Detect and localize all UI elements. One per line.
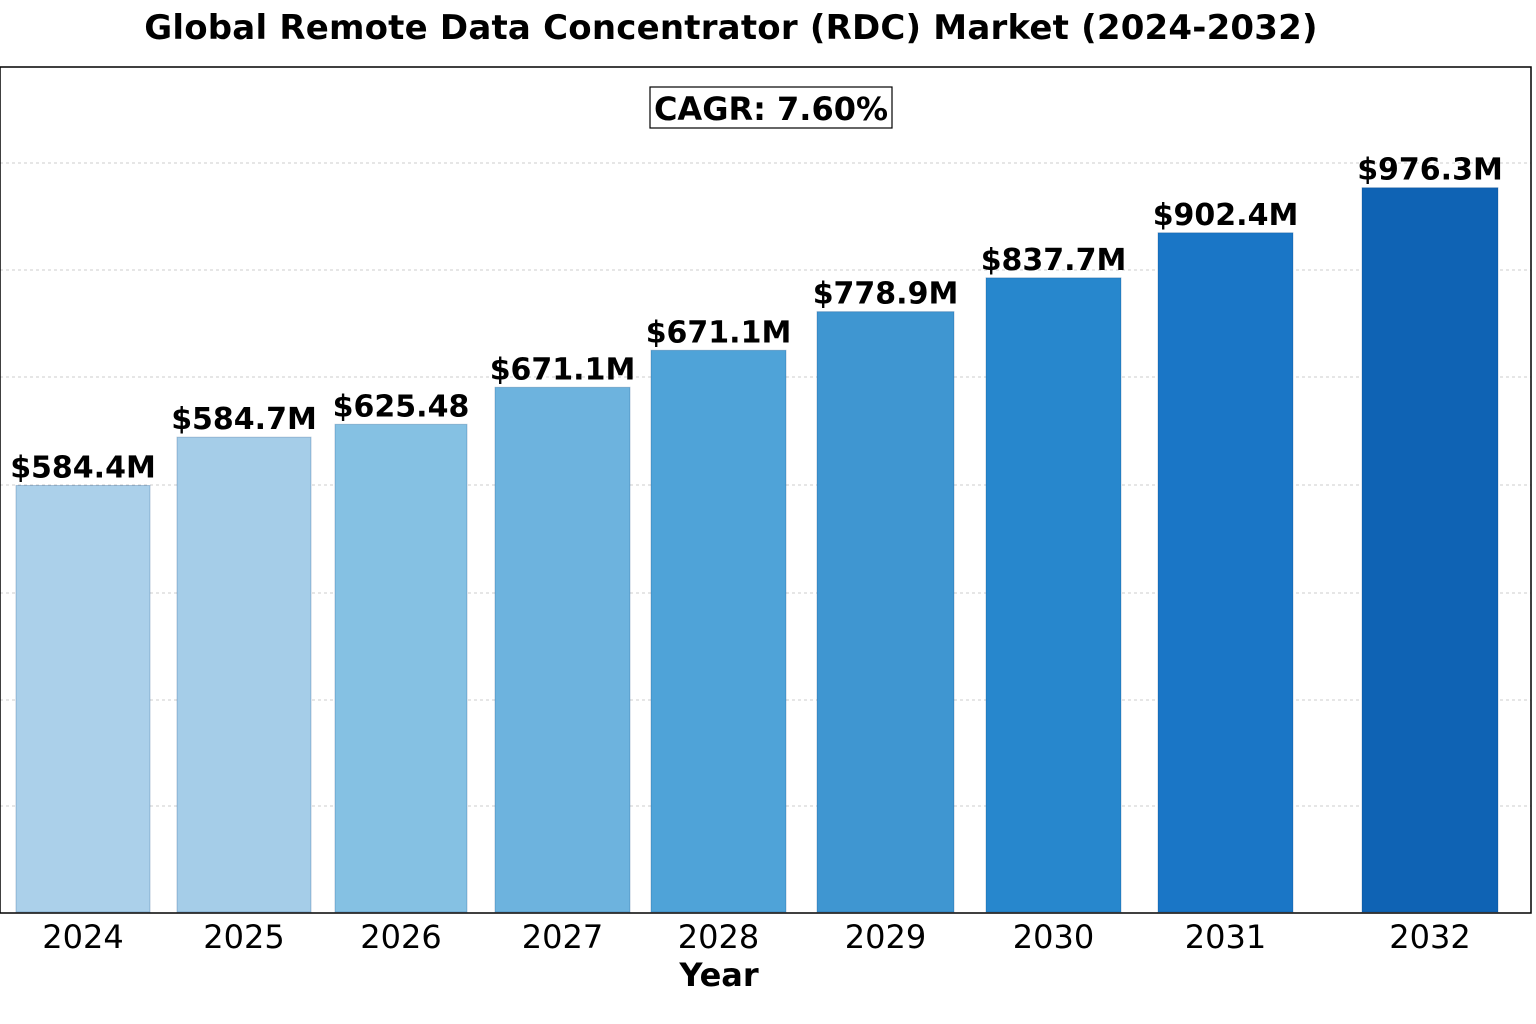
bars <box>15 187 1499 913</box>
x-tick-2032: 2032 <box>1389 918 1470 956</box>
data-label-2026: $625.48 <box>333 389 470 424</box>
data-label-2029: $778.9M <box>813 277 959 312</box>
x-tick-labels: 2024 2025 2026 2027 2028 2029 2030 2031 2032 <box>42 918 1470 956</box>
cagr-label: CAGR: 7.60% <box>654 90 888 128</box>
bar-2029 <box>816 311 955 913</box>
cagr-annotation: CAGR: 7.60% <box>649 86 893 129</box>
x-tick-2025: 2025 <box>203 918 284 956</box>
cagr-box <box>649 86 893 129</box>
bar-2031 <box>1157 232 1294 913</box>
x-tick-2029: 2029 <box>845 918 926 956</box>
data-label-2028: $671.1M <box>646 315 792 350</box>
bar-2025 <box>176 436 312 913</box>
data-labels: $584.4M $584.7M $625.48 $671.1M $671.1M $778.… <box>10 153 1503 486</box>
plot-frame <box>0 66 1532 914</box>
bar-2027 <box>494 386 631 913</box>
x-tick-2031: 2031 <box>1185 918 1266 956</box>
x-tick-2027: 2027 <box>522 918 603 956</box>
data-label-2024: $584.4M <box>10 450 156 485</box>
bar-2024 <box>15 484 151 913</box>
x-tick-2024: 2024 <box>42 918 123 956</box>
bar-2026 <box>334 423 468 913</box>
data-label-2027: $671.1M <box>490 352 636 387</box>
x-axis-title: Year <box>678 956 759 994</box>
chart-title: Global Remote Data Concentrator (RDC) Ma… <box>144 8 1318 48</box>
bar-2028 <box>650 349 787 913</box>
data-label-2032: $976.3M <box>1357 153 1503 188</box>
x-tick-2030: 2030 <box>1013 918 1094 956</box>
data-label-2031: $902.4M <box>1153 198 1299 233</box>
data-label-2025: $584.7M <box>171 402 317 437</box>
x-tick-2026: 2026 <box>360 918 441 956</box>
bar-2030 <box>985 277 1122 913</box>
bar-2032 <box>1361 187 1499 913</box>
data-label-2030: $837.7M <box>981 243 1127 278</box>
x-tick-2028: 2028 <box>678 918 759 956</box>
